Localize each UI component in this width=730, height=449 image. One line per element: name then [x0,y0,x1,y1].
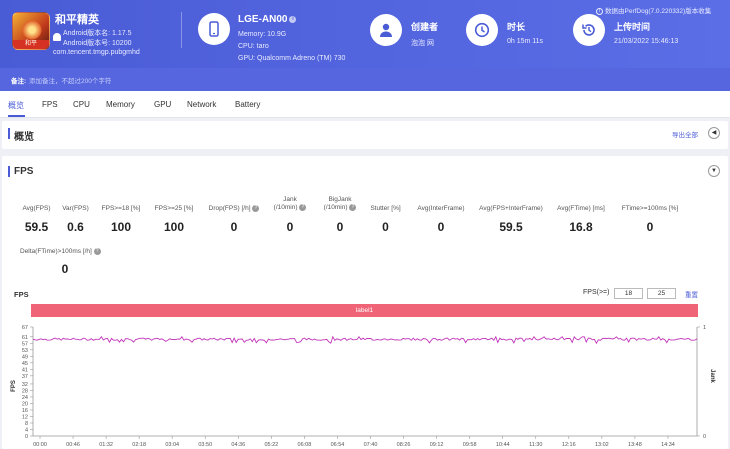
section-marker [8,166,10,177]
info-icon[interactable]: i [289,15,297,23]
creator-label: 创建者 [411,22,439,32]
upload-value: 21/03/2022 15:46:13 [614,38,679,45]
metric-label: Jank (/10min) ? [266,196,314,212]
metric-label: FTime>=100ms [%] [621,205,679,212]
app-name: 和平精英 [55,14,99,26]
tab-network[interactable]: Network [187,100,217,109]
metric-value: 59.5 [499,220,523,234]
upload-label: 上传时间 [614,22,651,32]
export-all-link[interactable]: 导出全部 [672,132,698,139]
app-version: Android版本名: 1.17.5 Android版本号: 10200 [63,30,132,47]
metric-label: Var(FPS) [62,205,89,212]
label-bar[interactable]: label1 [31,304,698,317]
active-tab-indicator [8,115,25,117]
tab-memory[interactable]: Memory [106,100,135,109]
perfdog-note: i 数据由PerfDog(7.0.220332)版本收集 [596,5,711,15]
metric-value: 0 [646,220,654,234]
tab-cpu[interactable]: CPU [73,100,90,109]
device-cpu: CPU: taro [238,43,269,50]
note-label: 备注: [11,78,27,85]
metric-value: 59.5 [24,220,49,234]
note-input[interactable]: 添加备注，不超过200个字符 [29,78,112,85]
duration-value: 0h 15m 11s [507,38,544,45]
help-icon[interactable]: ? [349,204,357,211]
report-header: 和平 和平精英 Android版本名: 1.17.5 Android版本号: 1… [0,0,730,91]
metric-value: 0 [437,220,445,234]
user-icon [370,14,402,46]
metric-label: Avg(FPS+InterFrame) [479,205,543,212]
history-icon [573,14,605,46]
fps-title: FPS [14,166,34,177]
collapse-icon[interactable]: ◀ [708,127,720,139]
tab-gpu[interactable]: GPU [154,100,172,109]
metric-value: 100 [110,220,132,234]
app-icon-tag: 和平 [13,40,49,49]
metric-label: FPS>=25 [%] [154,205,194,212]
metric-label: Drop(FPS) [/h] ? [204,205,264,213]
fps-section [2,156,728,449]
metric-label: Stutter [%] [370,205,401,212]
device-model: LGE-AN00 i [238,14,297,25]
chevron-down-icon[interactable]: ▼ [708,165,720,177]
metric-label: FPS>=18 [%] [101,205,141,212]
help-icon[interactable]: ? [299,204,307,211]
metric-value: 0 [336,220,344,234]
metric-label: BigJank (/10min) ? [316,196,364,212]
app-icon: 和平 [12,12,50,50]
chart-title: FPS [14,290,29,299]
section-marker [8,128,10,139]
tab-battery[interactable]: Battery [235,100,261,109]
tab-overview[interactable]: 概览 [8,101,24,110]
info-icon: i [596,7,603,15]
phone-icon [198,13,230,45]
overview-section [2,121,728,149]
metric-value: 0 [382,220,389,234]
help-icon[interactable]: ? [93,248,101,255]
metric-label: Avg(FPS) [22,205,51,212]
metric-value: 100 [163,220,185,234]
note-bar [0,68,730,91]
metric-label: Delta(FTime)>100ms [/h] ? [20,248,120,256]
header-divider [181,12,182,48]
fps-threshold-label: FPS(>=) [583,289,610,296]
help-icon[interactable]: ? [252,205,260,212]
metric-value: 0.6 [67,220,84,234]
app-package: com.tencent.tmgp.pubgmhd [53,49,140,56]
fps-threshold-input-2[interactable]: 25 [647,288,676,299]
clock-icon [466,14,498,46]
device-memory: Memory: 10.9G [238,31,287,38]
metric-label: Avg(InterFrame) [417,205,465,212]
metric-value: 0 [230,220,238,234]
tab-bar: 概览 FPS CPU Memory GPU Network Battery [0,91,730,118]
metric-label: Avg(FTime) [ms] [557,205,605,212]
reset-button[interactable]: 重置 [685,292,698,299]
metric-value: 0 [286,220,294,234]
metric-value: 0 [61,262,69,276]
tab-fps[interactable]: FPS [42,100,58,109]
creator-value: 泡泡 网 [411,40,434,47]
duration-label: 时长 [507,22,526,32]
metric-value: 16.8 [569,220,593,234]
overview-title: 概览 [14,132,34,143]
fps-threshold-input-1[interactable]: 18 [614,288,643,299]
android-icon [53,33,61,41]
device-gpu: GPU: Qualcomm Adreno (TM) 730 [238,55,346,62]
